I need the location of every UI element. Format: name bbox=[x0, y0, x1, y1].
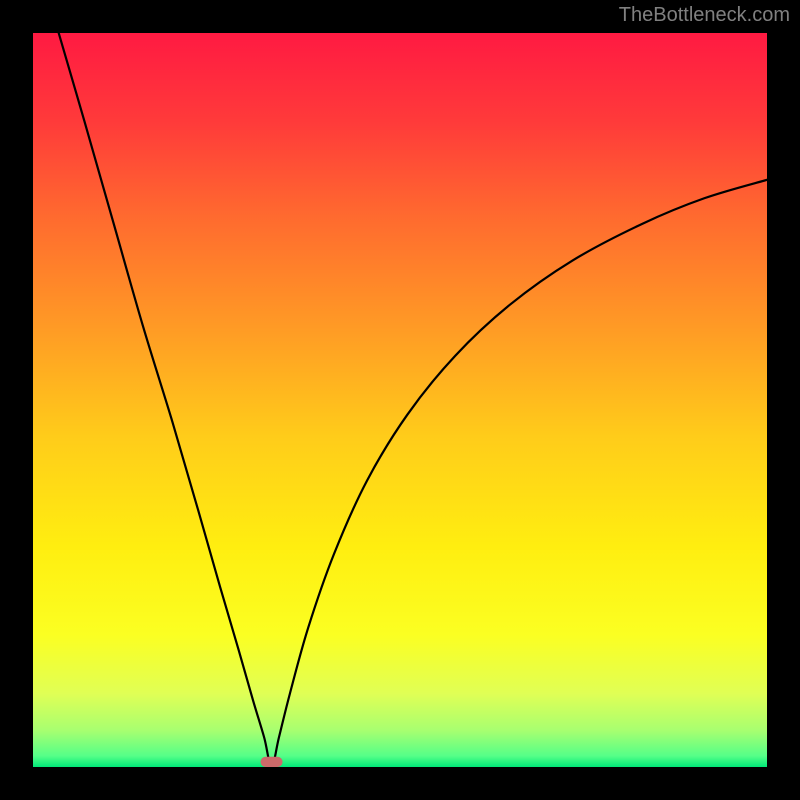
watermark-text: TheBottleneck.com bbox=[619, 4, 790, 27]
plot-area bbox=[33, 33, 767, 767]
chart-container: TheBottleneck.com bbox=[0, 0, 800, 800]
optimal-marker bbox=[33, 33, 767, 767]
